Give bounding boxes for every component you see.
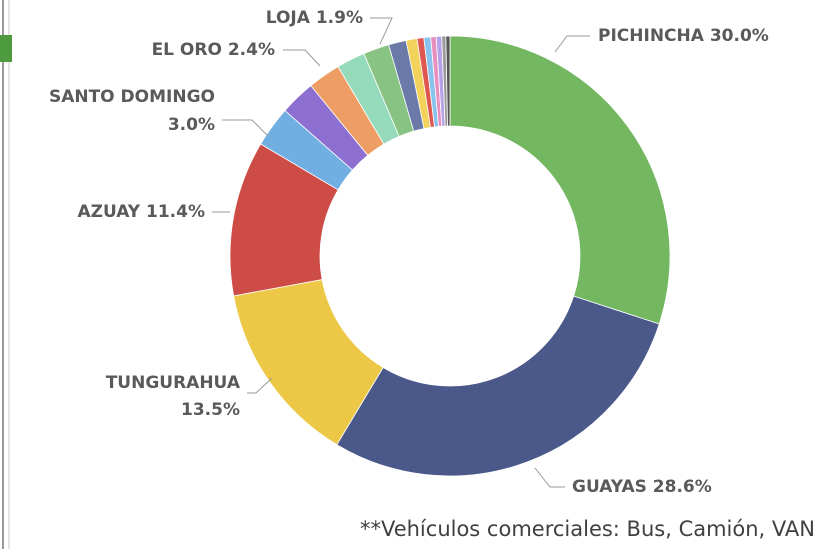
data-label: 13.5% [181,400,240,420]
slice [336,295,660,477]
footnote: **Vehículos comerciales: Bus, Camión, VA… [360,517,815,541]
label-value: 3.0% [168,115,215,135]
data-label: LOJA 1.9% [266,8,363,28]
label-value: 30.0% [710,26,769,46]
label-value: 28.6% [653,477,712,497]
label-name: TUNGURAHUA [106,373,241,393]
label-name: GUAYAS [572,477,647,497]
leader-line [554,35,590,53]
leader-line [222,119,269,137]
label-value: 13.5% [181,400,240,420]
label-name: EL ORO [152,40,222,60]
donut [229,35,671,477]
data-label: AZUAY 11.4% [77,202,205,222]
label-name: SANTO DOMINGO [49,87,215,107]
data-label: TUNGURAHUA [106,373,241,393]
label-value: 1.9% [316,8,363,28]
leader-line [283,49,321,67]
label-name: PICHINCHA [598,26,705,46]
data-label: 3.0% [168,115,215,135]
label-name: AZUAY [77,202,140,222]
slice [449,35,671,325]
slice [445,35,451,127]
label-name: LOJA [266,8,311,28]
leader-line [534,467,565,488]
data-label: EL ORO 2.4% [152,40,275,60]
labels: PICHINCHA 30.0% GUAYAS 28.6% TUNGURAHUA 13.… [49,8,769,497]
data-label: PICHINCHA 30.0% [598,26,769,46]
side-tab [0,35,12,62]
label-value: 2.4% [228,40,275,60]
data-label: SANTO DOMINGO [49,87,215,107]
label-value: 11.4% [146,202,205,222]
leader-line [370,17,393,45]
data-label: GUAYAS 28.6% [572,477,712,497]
leader-line [247,377,273,394]
